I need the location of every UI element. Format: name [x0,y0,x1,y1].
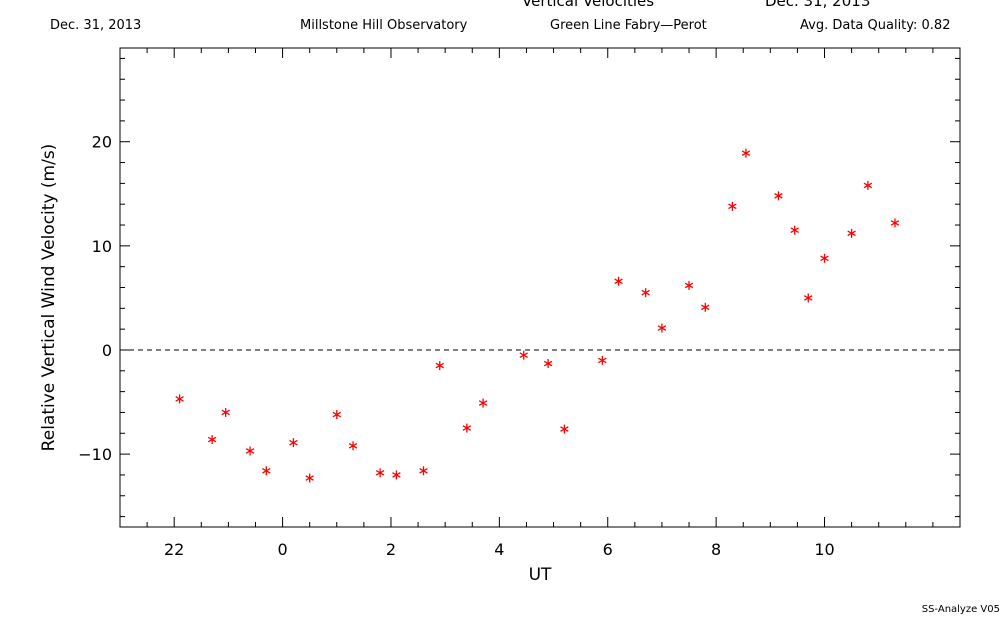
data-point [207,435,217,445]
data-point [262,466,271,476]
chart-title-date: Dec. 31, 2013 [765,0,871,10]
data-point [614,276,623,286]
data-point [790,225,799,235]
footer-version: SS-Analyze V05 [921,604,1000,615]
data-point [774,191,783,201]
data-point [332,410,342,420]
data-point [598,355,607,365]
data-point [728,201,737,211]
data-point [519,350,528,360]
data-point [641,288,650,298]
x-tick-label: 22 [164,540,184,559]
x-tick-label: 10 [814,540,834,559]
x-tick-label: 4 [494,540,504,559]
data-point [820,253,829,263]
observatory-label: Millstone Hill Observatory [300,18,468,33]
data-point [348,441,358,451]
data-point [543,359,553,369]
y-tick-label: 0 [102,341,112,360]
data-point [221,407,230,417]
data-point [863,180,873,190]
data-point [419,466,428,476]
y-tick-label: −10 [78,445,112,464]
x-tick-label: 8 [711,540,721,559]
data-point [684,280,694,290]
date-label: Dec. 31, 2013 [50,18,142,33]
data-point [847,228,856,238]
x-tick-label: 2 [386,540,396,559]
data-point [392,470,401,480]
x-axis-label: UT [529,565,552,585]
data-point [245,446,255,456]
data-point [741,148,751,158]
data-point [462,423,472,433]
y-axis-label: Relative Vertical Wind Velocity (m/s) [39,144,59,452]
data-point [701,302,710,312]
data-point [305,473,314,483]
data-point [375,468,385,478]
quality-label: Avg. Data Quality: 0.82 [800,18,951,33]
plot-frame [119,47,961,528]
data-point [435,361,444,371]
data-point [890,218,900,228]
data-point [289,438,298,448]
y-tick-label: 20 [92,133,112,152]
data-point [478,398,488,408]
x-tick-label: 6 [603,540,613,559]
chart-title: Vertical Velocities [522,0,655,10]
data-point [175,394,184,404]
data-point [657,323,667,333]
data-point [560,424,569,434]
x-tick-label: 0 [277,540,287,559]
data-point [804,293,813,303]
instrument-label: Green Line Fabry—Perot [550,18,707,33]
y-tick-label: 10 [92,237,112,256]
